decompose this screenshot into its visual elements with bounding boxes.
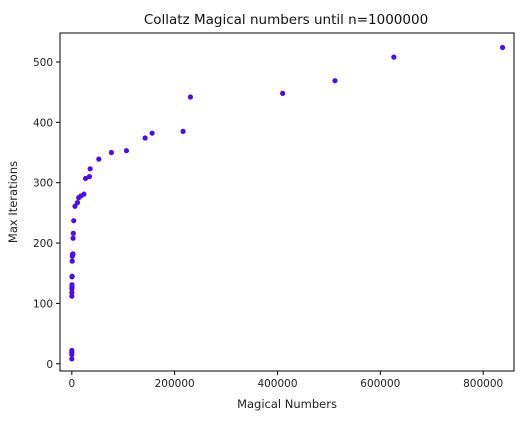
data-point-32 <box>187 94 194 100</box>
data-point-17 <box>71 218 77 224</box>
data-point-10 <box>69 273 75 279</box>
y-tick-label-4: 400 <box>33 117 53 129</box>
data-point-25 <box>87 166 93 172</box>
y-tick-label-1: 100 <box>33 298 53 310</box>
x-tick-label-0: 0 <box>68 378 75 390</box>
x-tick-label-3: 600000 <box>360 378 400 390</box>
data-point-28 <box>123 148 130 154</box>
y-axis-label: Max Iterations <box>6 161 20 243</box>
y-tick-label-0: 0 <box>46 359 53 371</box>
data-point-15 <box>70 235 76 241</box>
data-point-30 <box>149 130 155 136</box>
y-tick-label-3: 300 <box>33 178 53 190</box>
x-axis-label: Magical Numbers <box>237 397 337 411</box>
y-tick-label-5: 500 <box>33 57 53 69</box>
data-point-31 <box>180 128 186 134</box>
x-tick-label-4: 800000 <box>463 378 503 390</box>
data-point-11 <box>69 258 75 264</box>
data-point-29 <box>142 135 148 141</box>
data-point-16 <box>70 230 76 236</box>
data-point-5 <box>69 289 75 296</box>
data-point-33 <box>280 90 286 96</box>
x-axis-ticks: 0 200000 400000 600000 800000 <box>68 371 503 390</box>
data-point-14 <box>70 251 76 257</box>
data-point-19 <box>74 200 81 206</box>
data-point-4 <box>69 293 75 299</box>
data-point-22 <box>81 191 87 197</box>
data-point-23 <box>82 175 89 182</box>
x-tick-label-2: 400000 <box>257 378 297 390</box>
data-point-34 <box>332 78 338 84</box>
chart-title: Collatz Magical numbers until n=1000000 <box>144 12 428 28</box>
data-point-26 <box>96 156 102 162</box>
x-tick-label-1: 200000 <box>155 378 195 390</box>
data-point-36 <box>499 44 506 51</box>
plot-frame <box>59 32 515 372</box>
data-point-8 <box>69 282 75 288</box>
data-point-35 <box>391 54 397 60</box>
data-point-24 <box>86 174 93 180</box>
data-point-27 <box>108 149 115 156</box>
y-axis-ticks: 0 100 200 300 400 500 <box>33 57 60 371</box>
data-point-0 <box>69 356 75 362</box>
data-point-3 <box>69 347 75 354</box>
y-tick-label-2: 200 <box>33 238 53 250</box>
data-points <box>69 44 506 362</box>
